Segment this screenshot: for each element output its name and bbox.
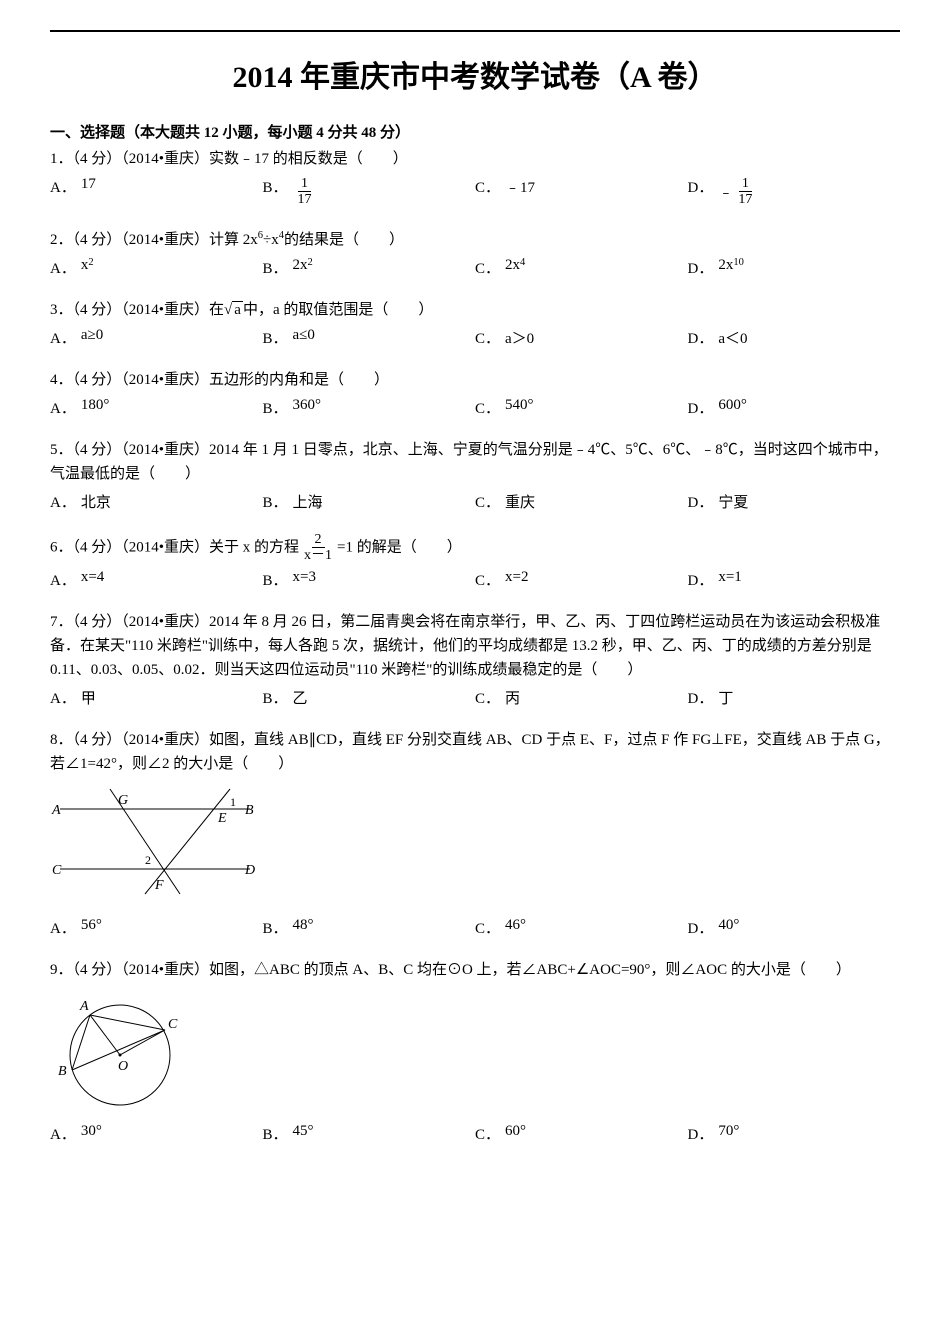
option-d: D．70° bbox=[688, 1123, 901, 1144]
q-body: 实数﹣17 的相反数是（ ） bbox=[209, 151, 408, 167]
option-a: A．56° bbox=[50, 917, 263, 938]
question-3: 3．（4 分）（2014•重庆）在a中，a 的取值范围是（ ） A．a≥0 B．… bbox=[50, 298, 900, 348]
options-row: A．56° B．48° C．46° D．40° bbox=[50, 917, 900, 938]
question-5: 5．（4 分）（2014•重庆）2014 年 1 月 1 日零点，北京、上海、宁… bbox=[50, 438, 900, 512]
question-text: 4．（4 分）（2014•重庆）五边形的内角和是（ ） bbox=[50, 368, 900, 392]
q-number: 1． bbox=[50, 151, 73, 167]
question-7: 7．（4 分）（2014•重庆）2014 年 8 月 26 日，第二届青奥会将在… bbox=[50, 610, 900, 708]
svg-text:2: 2 bbox=[145, 853, 151, 867]
svg-text:A: A bbox=[79, 999, 89, 1014]
svg-text:D: D bbox=[244, 863, 255, 878]
option-a: A．x=4 bbox=[50, 569, 263, 590]
option-d: D．宁夏 bbox=[688, 491, 901, 512]
option-d: D．40° bbox=[688, 917, 901, 938]
question-9: 9．（4 分）（2014•重庆）如图，△ABC 的顶点 A、B、C 均在⊙O 上… bbox=[50, 958, 900, 1144]
question-text: 2．（4 分）（2014•重庆）计算 2x6÷x4的结果是（ ） bbox=[50, 228, 900, 252]
option-b: B．乙 bbox=[263, 687, 476, 708]
section-header: 一、选择题（本大题共 12 小题，每小题 4 分共 48 分） bbox=[50, 121, 900, 142]
option-c: C．46° bbox=[475, 917, 688, 938]
options-row: A．x=4 B．x=3 C．x=2 D．x=1 bbox=[50, 569, 900, 590]
options-row: A．北京 B．上海 C．重庆 D．宁夏 bbox=[50, 491, 900, 512]
option-a: A．180° bbox=[50, 397, 263, 418]
options-row: A．a≥0 B．a≤0 C．a＞0 D．a＜0 bbox=[50, 327, 900, 348]
svg-text:A: A bbox=[51, 803, 61, 818]
option-b: B．45° bbox=[263, 1123, 476, 1144]
svg-text:C: C bbox=[168, 1017, 178, 1032]
figure-q9: A B C O bbox=[50, 990, 900, 1115]
question-text: 8．（4 分）（2014•重庆）如图，直线 AB∥CD，直线 EF 分别交直线 … bbox=[50, 728, 900, 776]
option-c: C．重庆 bbox=[475, 491, 688, 512]
option-a: A．甲 bbox=[50, 687, 263, 708]
option-d: D．600° bbox=[688, 397, 901, 418]
option-d: D．丁 bbox=[688, 687, 901, 708]
circle-triangle-diagram: A B C O bbox=[50, 990, 190, 1110]
question-4: 4．（4 分）（2014•重庆）五边形的内角和是（ ） A．180° B．360… bbox=[50, 368, 900, 418]
options-row: A．30° B．45° C．60° D．70° bbox=[50, 1123, 900, 1144]
question-text: 7．（4 分）（2014•重庆）2014 年 8 月 26 日，第二届青奥会将在… bbox=[50, 610, 900, 682]
svg-text:G: G bbox=[118, 793, 128, 808]
svg-text:O: O bbox=[118, 1059, 128, 1074]
question-8: 8．（4 分）（2014•重庆）如图，直线 AB∥CD，直线 EF 分别交直线 … bbox=[50, 728, 900, 938]
option-b: B．117 bbox=[263, 176, 476, 208]
top-divider bbox=[50, 30, 900, 32]
question-text: 1．（4 分）（2014•重庆）实数﹣17 的相反数是（ ） bbox=[50, 147, 900, 171]
option-c: C．a＞0 bbox=[475, 327, 688, 348]
option-c: C．丙 bbox=[475, 687, 688, 708]
option-b: B．360° bbox=[263, 397, 476, 418]
option-a: A．17 bbox=[50, 176, 263, 208]
page-title: 2014 年重庆市中考数学试卷（A 卷） bbox=[50, 52, 900, 96]
svg-text:B: B bbox=[58, 1064, 67, 1079]
sqrt-icon: a bbox=[224, 298, 243, 322]
options-row: A．180° B．360° C．540° D．600° bbox=[50, 397, 900, 418]
option-b: B．2x2 bbox=[263, 257, 476, 278]
question-text: 9．（4 分）（2014•重庆）如图，△ABC 的顶点 A、B、C 均在⊙O 上… bbox=[50, 958, 900, 982]
option-d: D．2x10 bbox=[688, 257, 901, 278]
question-2: 2．（4 分）（2014•重庆）计算 2x6÷x4的结果是（ ） A．x2 B．… bbox=[50, 228, 900, 278]
question-text: 5．（4 分）（2014•重庆）2014 年 1 月 1 日零点，北京、上海、宁… bbox=[50, 438, 900, 486]
option-d: D．﹣117 bbox=[688, 176, 901, 208]
svg-text:B: B bbox=[245, 803, 254, 818]
svg-text:C: C bbox=[52, 863, 62, 878]
option-c: C．﹣17 bbox=[475, 176, 688, 208]
option-d: D．a＜0 bbox=[688, 327, 901, 348]
option-c: C．2x4 bbox=[475, 257, 688, 278]
svg-text:E: E bbox=[217, 811, 227, 826]
svg-text:F: F bbox=[154, 878, 164, 893]
option-d: D．x=1 bbox=[688, 569, 901, 590]
svg-text:1: 1 bbox=[230, 795, 236, 809]
option-b: B．a≤0 bbox=[263, 327, 476, 348]
option-a: A．x2 bbox=[50, 257, 263, 278]
parallel-lines-diagram: A B C D E F G 1 2 bbox=[50, 784, 260, 904]
option-c: C．540° bbox=[475, 397, 688, 418]
question-text: 3．（4 分）（2014•重庆）在a中，a 的取值范围是（ ） bbox=[50, 298, 900, 322]
option-a: A．30° bbox=[50, 1123, 263, 1144]
question-6: 6．（4 分）（2014•重庆）关于 x 的方程2x－1=1 的解是（ ） A．… bbox=[50, 532, 900, 590]
option-b: B．上海 bbox=[263, 491, 476, 512]
option-c: C．60° bbox=[475, 1123, 688, 1144]
option-a: A．a≥0 bbox=[50, 327, 263, 348]
option-b: B．48° bbox=[263, 917, 476, 938]
options-row: A．甲 B．乙 C．丙 D．丁 bbox=[50, 687, 900, 708]
question-text: 6．（4 分）（2014•重庆）关于 x 的方程2x－1=1 的解是（ ） bbox=[50, 532, 900, 564]
question-1: 1．（4 分）（2014•重庆）实数﹣17 的相反数是（ ） A．17 B．11… bbox=[50, 147, 900, 208]
option-b: B．x=3 bbox=[263, 569, 476, 590]
figure-q8: A B C D E F G 1 2 bbox=[50, 784, 900, 909]
option-c: C．x=2 bbox=[475, 569, 688, 590]
q-prefix: （4 分）（2014•重庆） bbox=[73, 151, 210, 167]
options-row: A．x2 B．2x2 C．2x4 D．2x10 bbox=[50, 257, 900, 278]
options-row: A．17 B．117 C．﹣17 D．﹣117 bbox=[50, 176, 900, 208]
option-a: A．北京 bbox=[50, 491, 263, 512]
